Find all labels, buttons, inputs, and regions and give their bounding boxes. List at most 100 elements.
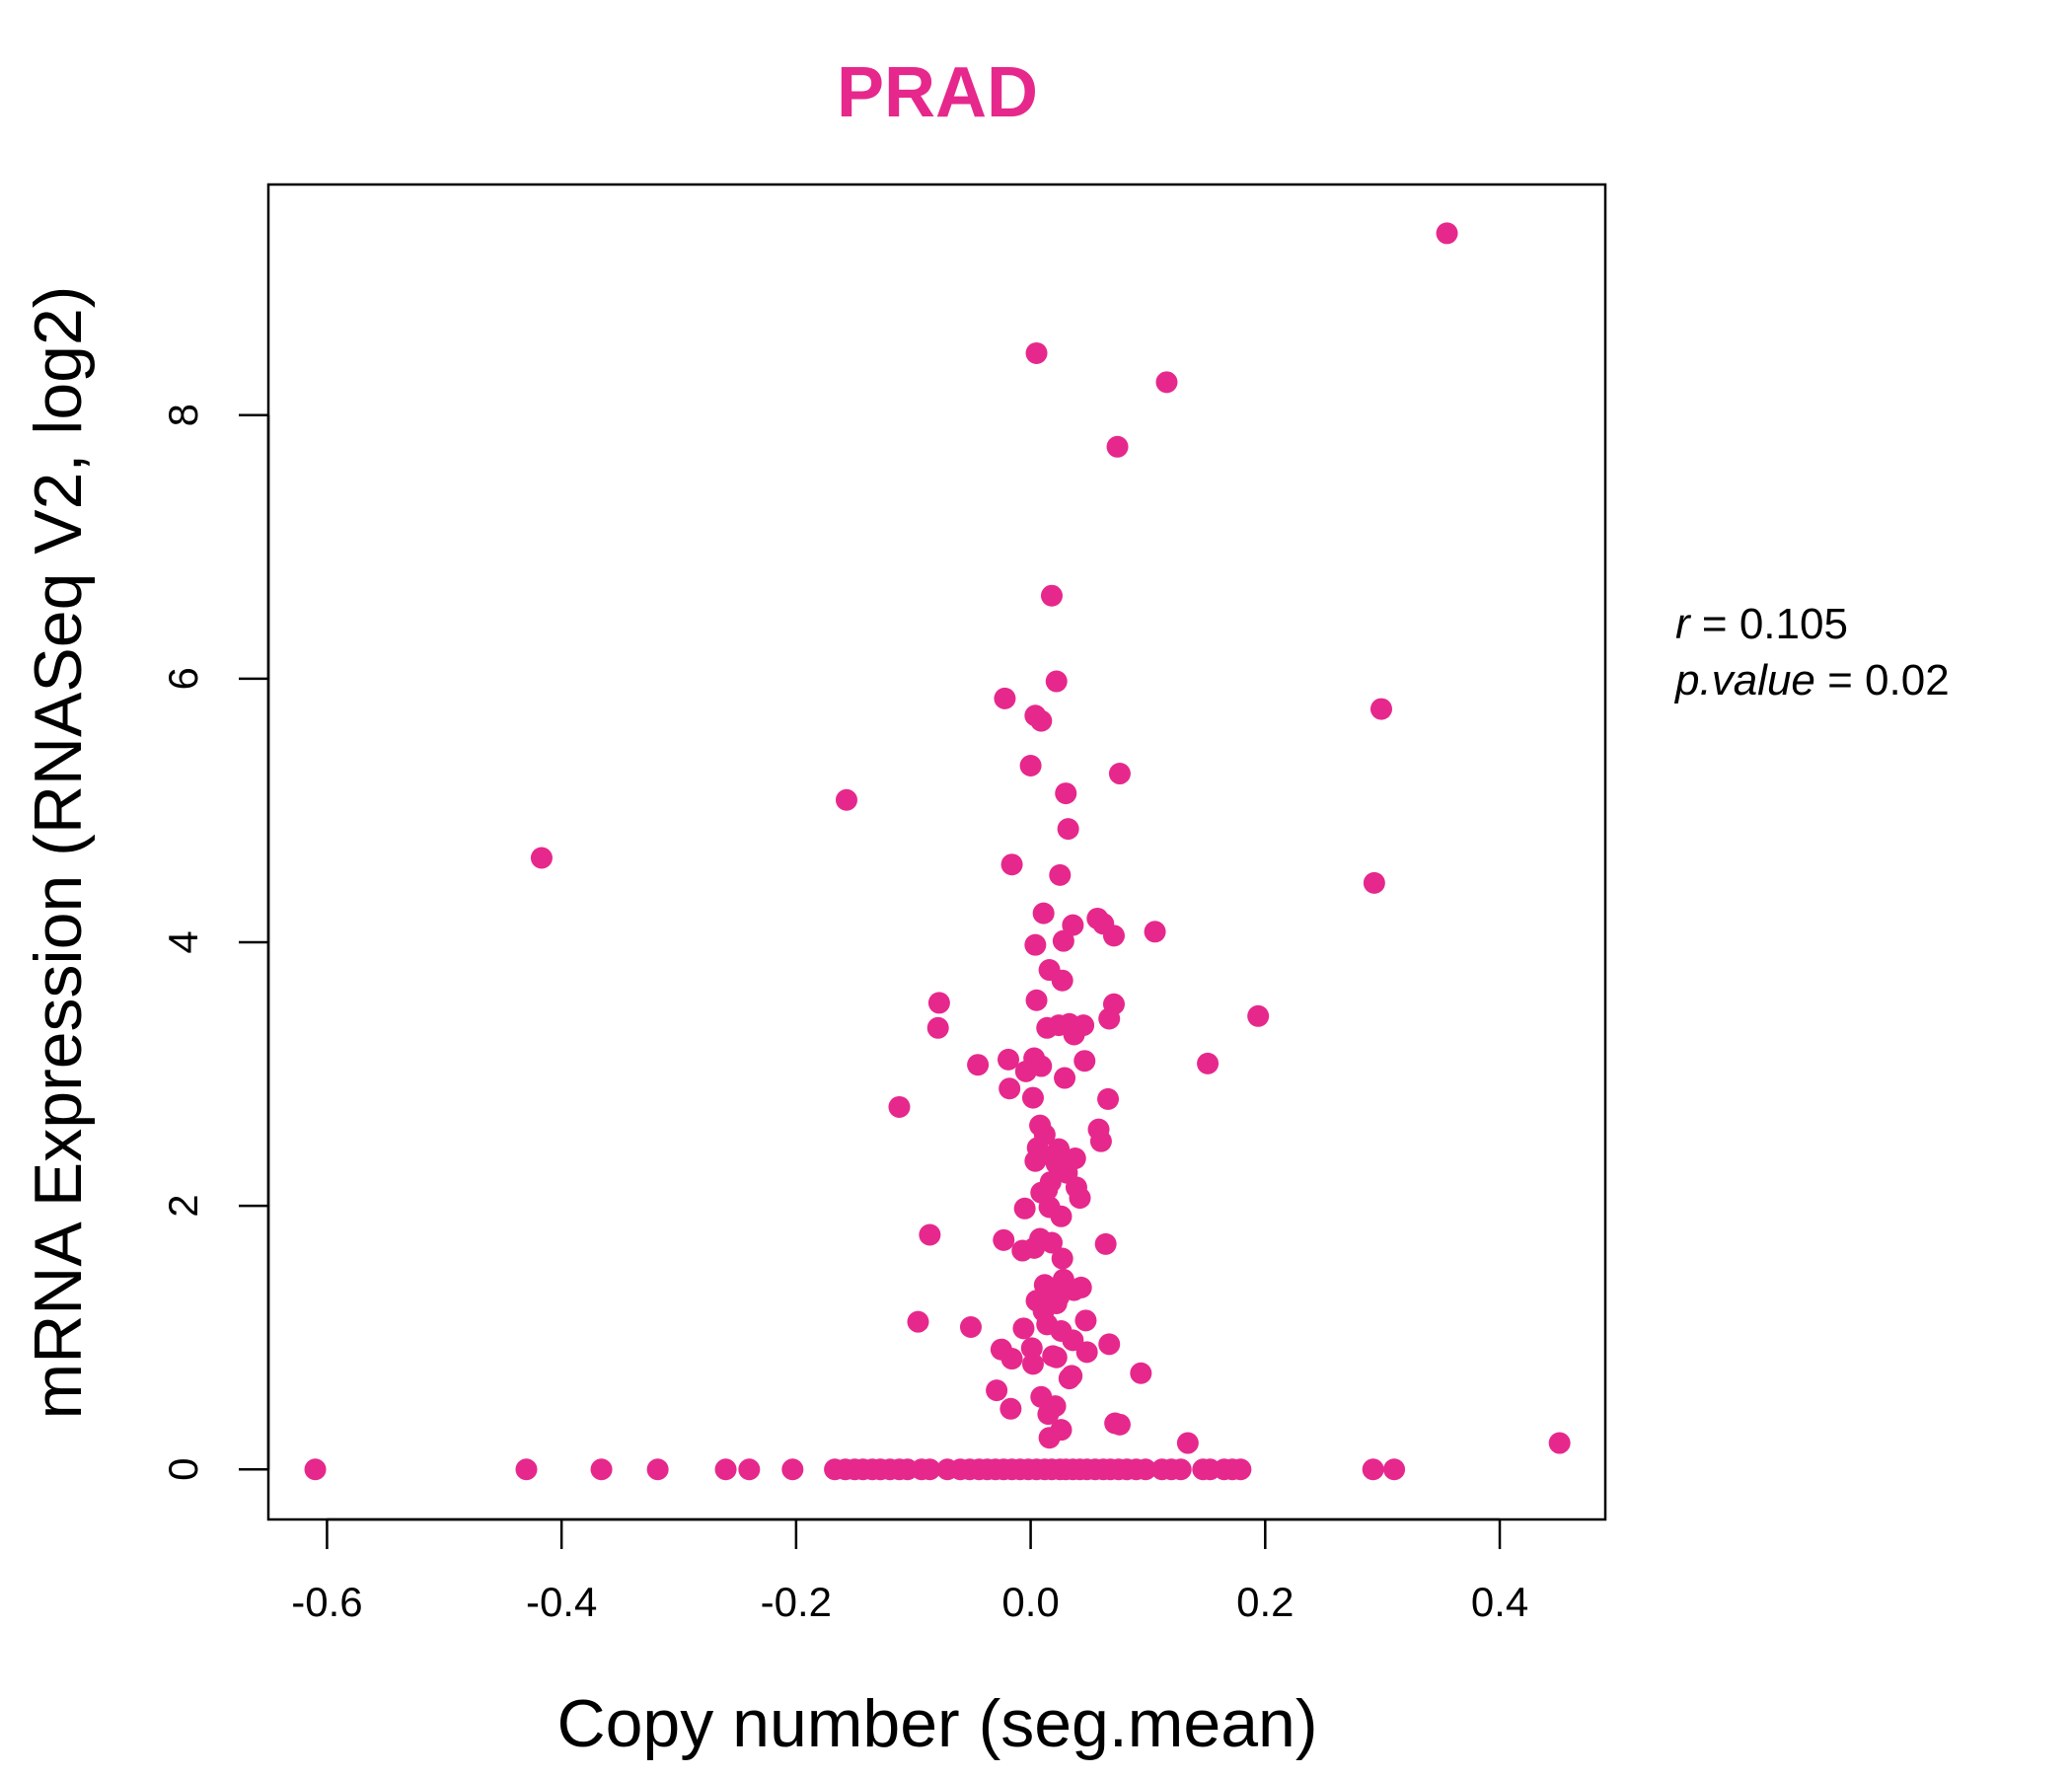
data-point: [919, 1223, 941, 1246]
r-equals: =: [1690, 600, 1739, 648]
x-tick-label: -0.2: [761, 1579, 832, 1625]
data-point: [1055, 782, 1077, 805]
data-point: [1097, 1087, 1120, 1110]
chart-title: PRAD: [837, 53, 1038, 132]
data-point: [1062, 914, 1084, 936]
y-axis: 0 2 4 6 8: [160, 404, 270, 1481]
data-point: [993, 1228, 1015, 1251]
data-point: [646, 1458, 669, 1481]
data-point: [1057, 818, 1079, 841]
data-point: [1073, 1050, 1096, 1073]
y-tick-label: 6: [160, 667, 206, 690]
data-point: [1019, 755, 1042, 777]
data-points: [304, 222, 1571, 1481]
data-point: [1040, 584, 1063, 607]
data-point: [998, 1048, 1020, 1071]
data-point: [1548, 1432, 1571, 1454]
svg-text:p.value = 0.02: p.value = 0.02: [1673, 656, 1950, 704]
data-point: [1030, 709, 1053, 732]
svg-text:r = 0.105: r = 0.105: [1675, 600, 1848, 648]
data-point: [1383, 1458, 1406, 1481]
data-point: [1436, 222, 1458, 245]
data-point: [714, 1458, 737, 1481]
data-point: [927, 992, 950, 1014]
plot-frame: [266, 183, 1607, 1521]
data-point: [304, 1458, 327, 1481]
data-point: [1014, 1060, 1037, 1082]
data-point: [1176, 1432, 1199, 1454]
data-point: [999, 1077, 1021, 1100]
data-point: [1045, 670, 1068, 693]
data-point: [994, 687, 1016, 709]
data-point: [1021, 1353, 1044, 1375]
data-point: [835, 788, 857, 811]
data-point: [1098, 1007, 1121, 1030]
y-tick-label: 0: [160, 1458, 206, 1481]
p-equals: =: [1815, 656, 1865, 704]
data-point: [907, 1310, 929, 1333]
data-point: [1051, 969, 1073, 992]
x-tick-label: 0.4: [1471, 1579, 1528, 1625]
data-point: [1045, 1346, 1068, 1369]
data-point: [1024, 1149, 1047, 1172]
data-point: [919, 1458, 941, 1481]
data-point: [1025, 989, 1048, 1011]
x-axis-label: Copy number (seg.mean): [556, 1686, 1317, 1761]
data-point: [1106, 435, 1129, 458]
x-tick-label: -0.6: [291, 1579, 362, 1625]
data-point: [888, 1095, 911, 1118]
y-tick-label: 4: [160, 930, 206, 953]
data-point: [738, 1458, 761, 1481]
data-point: [1069, 1187, 1091, 1210]
data-point: [1012, 1317, 1035, 1340]
correlation-stats: r = 0.105 p.value = 0.02: [1673, 600, 1950, 704]
data-point: [530, 847, 553, 869]
data-point: [1000, 1348, 1023, 1370]
data-point: [1108, 763, 1131, 785]
data-point: [986, 1379, 1008, 1402]
data-point: [515, 1458, 538, 1481]
data-point: [1054, 1067, 1076, 1089]
data-point: [1369, 698, 1392, 720]
y-tick-label: 8: [160, 404, 206, 426]
data-point: [1020, 1337, 1043, 1360]
data-point: [1037, 1403, 1060, 1426]
x-axis: -0.6 -0.4 -0.2 0.0 0.2 0.4: [291, 1517, 1528, 1625]
data-point: [1036, 1016, 1059, 1039]
data-point: [1363, 871, 1385, 894]
data-point: [1197, 1052, 1220, 1074]
data-point: [959, 1315, 982, 1338]
data-point: [1023, 1236, 1046, 1259]
x-tick-label: -0.4: [526, 1579, 597, 1625]
data-point: [1013, 1197, 1036, 1220]
r-value: 0.105: [1739, 600, 1848, 648]
data-point: [1051, 1247, 1073, 1270]
data-point: [1063, 1023, 1085, 1046]
data-point: [1040, 1231, 1063, 1254]
data-point: [1089, 1130, 1112, 1152]
data-point: [590, 1458, 613, 1481]
data-point: [1155, 371, 1178, 394]
data-point: [1094, 1232, 1117, 1255]
data-point: [1032, 1299, 1055, 1322]
data-point: [926, 1016, 949, 1039]
x-tick-label: 0.0: [1001, 1579, 1059, 1625]
data-point: [1021, 1086, 1044, 1109]
y-tick-label: 2: [160, 1194, 206, 1217]
data-point: [1061, 1365, 1083, 1387]
p-value: 0.02: [1865, 656, 1950, 704]
data-point: [1000, 853, 1023, 876]
data-point: [1169, 1458, 1192, 1481]
data-point: [1074, 1309, 1097, 1332]
data-point: [1102, 925, 1125, 947]
data-point: [1098, 1333, 1121, 1356]
data-point: [1052, 929, 1074, 952]
data-point: [1362, 1458, 1384, 1481]
data-point: [1130, 1362, 1152, 1384]
x-tick-label: 0.2: [1236, 1579, 1294, 1625]
data-point: [967, 1054, 990, 1076]
data-point: [1032, 902, 1055, 925]
data-point: [1144, 921, 1166, 943]
data-point: [1108, 1413, 1131, 1436]
